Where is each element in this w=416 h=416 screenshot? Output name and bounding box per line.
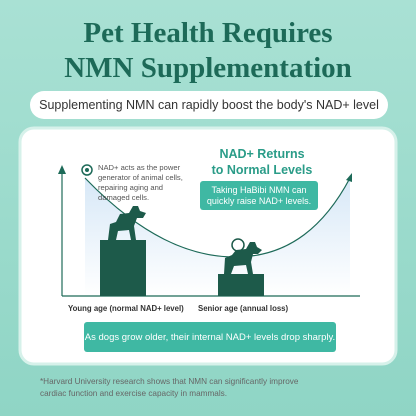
heading: to Normal Levels	[212, 163, 313, 177]
arrow-head	[346, 173, 352, 182]
subtitle: Supplementing NMN can rapidly boost the …	[39, 98, 379, 112]
annotation: NAD+ acts as the power	[98, 163, 181, 172]
marker-dot	[85, 168, 89, 172]
curve-area	[85, 178, 350, 296]
heading: NAD+ Returns	[219, 147, 304, 161]
annotation: damaged cells.	[98, 193, 149, 202]
subtitle-pill	[30, 91, 388, 119]
annotation: generator of animal cells,	[98, 173, 183, 182]
banner: As dogs grow older, their internal NAD+ …	[85, 332, 335, 343]
dog-icon	[108, 206, 146, 240]
callout-box	[200, 181, 318, 210]
callout: quickly raise NAD+ levels.	[207, 196, 311, 206]
marker	[231, 238, 245, 252]
annotation: repairing aging and	[98, 183, 163, 192]
x-label: Young age (normal NAD+ level)	[68, 304, 184, 313]
banner-box	[84, 322, 336, 352]
axis-arrow	[58, 165, 66, 174]
dog-icon	[224, 242, 262, 274]
title-line: NMN Supplementation	[64, 52, 352, 84]
title-line: Pet Health Requires	[83, 17, 332, 49]
pedestal	[218, 274, 264, 296]
callout: Taking HaBibi NMN can	[211, 185, 306, 195]
footnote: cardiac function and exercise capacity i…	[40, 389, 227, 398]
footnote: *Harvard University research shows that …	[40, 377, 299, 386]
pedestal	[100, 240, 146, 296]
x-label: Senior age (annual loss)	[198, 304, 289, 313]
